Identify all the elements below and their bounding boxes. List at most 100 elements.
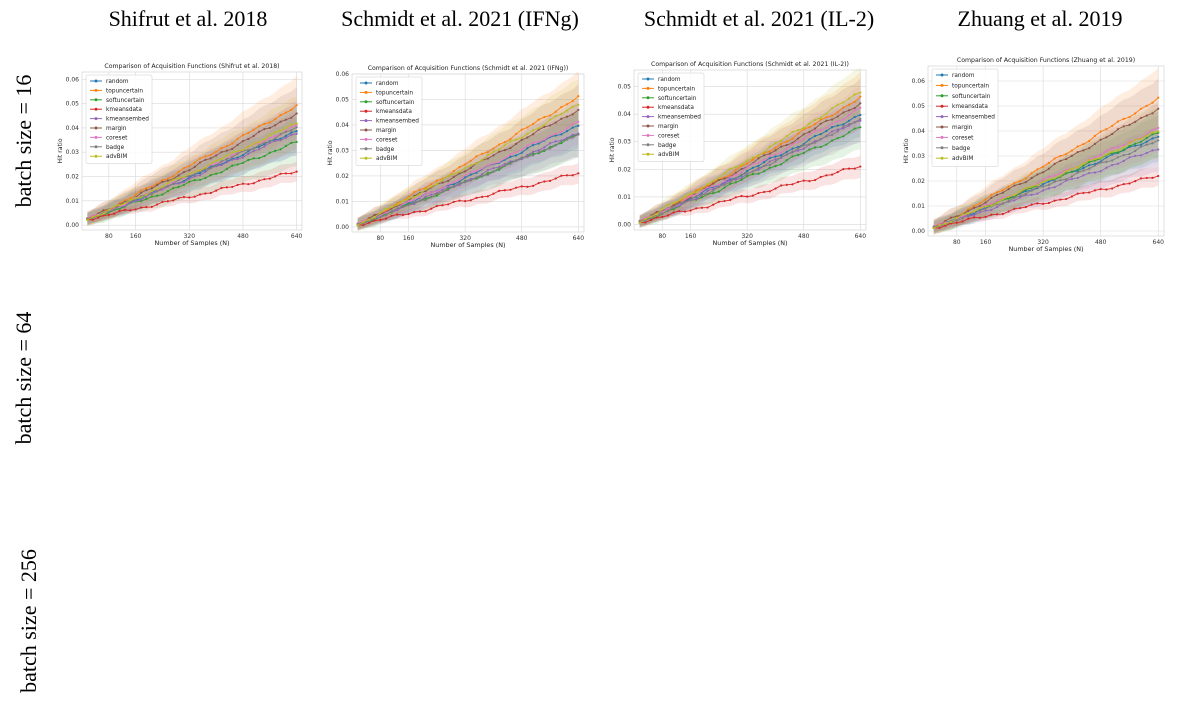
data-point-kmeansembed — [486, 169, 489, 172]
data-point-advBIM — [113, 205, 116, 208]
data-point-advBIM — [247, 145, 250, 148]
data-point-topuncertain — [145, 187, 148, 190]
data-point-softuncertain — [284, 144, 288, 148]
data-point-kmeansdata — [768, 190, 771, 193]
data-point-kmeansdata — [220, 186, 223, 189]
data-point-kmeansdata — [503, 189, 506, 192]
data-point-kmeansembed — [274, 139, 277, 143]
data-point-kmeansembed — [830, 130, 834, 133]
data-point-advBIM — [661, 208, 664, 211]
series-line-kmeansembed — [357, 133, 579, 226]
data-point-topuncertain — [430, 183, 433, 186]
data-point-kmeansembed — [678, 204, 681, 207]
data-point-random — [1151, 137, 1154, 140]
data-point-kmeansdata — [757, 191, 760, 195]
legend-label-advBIM: advBIM — [658, 152, 679, 158]
data-point-margin — [955, 215, 958, 218]
data-point-topuncertain — [252, 128, 255, 132]
data-point-topuncertain — [1007, 185, 1010, 188]
data-point-badge — [1145, 143, 1148, 146]
data-point-kmeansdata — [430, 207, 433, 210]
data-point-kmeansdata — [1105, 188, 1108, 191]
legend-label-random: random — [952, 73, 975, 79]
data-point-coreset — [407, 200, 410, 203]
data-point-coreset — [268, 136, 271, 140]
data-point-coreset — [548, 134, 552, 138]
column-title-shifrut: Shifrut et al. 2018 — [108, 6, 268, 31]
data-point-advBIM — [469, 163, 472, 167]
data-point-kmeansembed — [247, 152, 250, 155]
data-point-badge — [1111, 159, 1114, 162]
legend-label-advBIM: advBIM — [376, 156, 397, 162]
data-point-coreset — [712, 185, 715, 188]
band-kmeansembed — [639, 98, 861, 229]
data-point-kmeansembed — [284, 136, 288, 139]
data-point-random — [1145, 140, 1148, 143]
legend-marker-margin — [364, 128, 368, 132]
data-point-badge — [284, 130, 288, 134]
data-point-kmeansembed — [740, 176, 743, 180]
data-point-softuncertain — [156, 194, 159, 197]
data-point-badge — [469, 179, 472, 182]
data-point-kmeansembed — [1151, 149, 1154, 152]
data-point-kmeansdata — [729, 198, 732, 202]
data-point-badge — [279, 133, 282, 136]
data-point-coreset — [796, 140, 800, 143]
data-point-coreset — [990, 202, 993, 205]
legend-marker-kmeansdata — [940, 104, 944, 108]
data-point-kmeansdata — [129, 209, 132, 212]
data-point-kmeansembed — [134, 199, 137, 203]
data-point-coreset — [215, 162, 218, 165]
data-point-coreset — [819, 129, 822, 132]
data-point-badge — [683, 200, 687, 204]
data-point-kmeansdata — [842, 167, 845, 171]
y-axis-label: Hit ratio — [327, 140, 334, 165]
data-point-advBIM — [1001, 198, 1004, 201]
data-point-kmeansembed — [859, 119, 862, 122]
data-point-random — [847, 119, 851, 122]
data-point-kmeansembed — [1099, 170, 1102, 173]
data-point-kmeansdata — [161, 200, 164, 204]
data-point-softuncertain — [859, 126, 862, 129]
data-point-softuncertain — [486, 172, 489, 175]
series-line-advBIM — [639, 92, 861, 224]
data-point-advBIM — [678, 199, 681, 202]
data-point-badge — [543, 148, 546, 151]
data-point-topuncertain — [554, 110, 557, 113]
data-point-kmeansembed — [768, 160, 771, 163]
data-point-coreset — [661, 210, 664, 213]
data-point-coreset — [560, 131, 563, 134]
series-lines — [356, 94, 580, 227]
data-point-softuncertain — [166, 190, 169, 193]
legend-label-kmeansembed: kmeansembed — [106, 117, 149, 123]
data-point-coreset — [452, 181, 455, 184]
data-point-topuncertain — [481, 152, 484, 155]
data-point-topuncertain — [1018, 180, 1022, 183]
data-point-advBIM — [209, 162, 212, 165]
legend-marker-softuncertain — [940, 94, 944, 98]
data-point-kmeansdata — [182, 195, 186, 199]
data-point-kmeansembed — [1134, 154, 1137, 158]
legend-marker-kmeansdata — [646, 105, 650, 109]
data-point-advBIM — [492, 150, 495, 153]
data-point-coreset — [514, 151, 518, 154]
data-point-topuncertain — [1047, 161, 1050, 165]
y-tick-label: 0.01 — [618, 194, 632, 201]
data-point-random — [464, 176, 467, 179]
data-point-topuncertain — [746, 162, 749, 165]
data-point-advBIM — [1082, 162, 1085, 165]
data-point-kmeansdata — [847, 167, 851, 170]
data-point-margin — [757, 157, 760, 160]
data-point-topuncertain — [279, 113, 282, 117]
series-lines — [86, 104, 298, 222]
data-point-margin — [1070, 154, 1074, 157]
series-line-topuncertain — [639, 96, 861, 222]
data-point-softuncertain — [768, 166, 771, 169]
series-line-margin — [933, 108, 1159, 228]
data-point-coreset — [746, 166, 749, 169]
legend-label-random: random — [658, 77, 681, 83]
data-point-kmeansembed — [295, 132, 298, 135]
data-point-topuncertain — [188, 164, 191, 168]
data-point-topuncertain — [1036, 168, 1039, 171]
data-point-advBIM — [475, 162, 478, 165]
